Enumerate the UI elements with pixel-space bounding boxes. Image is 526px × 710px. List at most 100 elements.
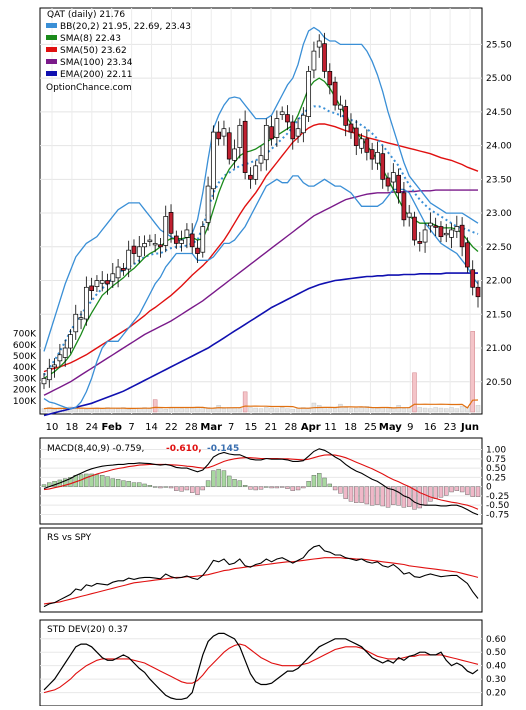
macd-histogram-bar [158,486,163,489]
candle-body [475,286,481,298]
candle-body [46,367,52,381]
macd-histogram-bar [89,473,94,487]
candle-body [68,334,73,349]
candle-body [306,71,311,117]
volume-bar [78,408,84,413]
macd-histogram-bar [189,486,195,493]
candle-body [438,226,444,238]
legend-sma50: SMA(50) 23.62 [60,46,127,56]
macd-label-main: MACD(8,40,9) -0.759, [47,444,144,454]
macd-histogram-bar [168,486,174,489]
macd-histogram-bar [290,486,295,491]
x-tick-label: 18 [344,422,357,433]
volume-bar [264,407,269,413]
candle-body [126,249,132,270]
macd-histogram-bar [359,486,364,503]
price-tick-label: 23.00 [486,209,512,219]
macd-histogram-bar [84,473,89,487]
volume-bar [327,408,333,413]
macd-histogram-bar [343,486,348,499]
legend-swatch-bb [46,23,57,28]
macd-histogram-bar [264,486,269,488]
candle-body [300,114,306,134]
std-tick-label: 0.40 [486,662,506,672]
candle-body [332,81,338,106]
candle-body [364,138,370,153]
candle-body [263,124,269,161]
legend-bb: BB(20,2) 21.95, 22.69, 23.43 [60,22,191,32]
price-panel-frame [39,7,483,415]
candle-body [311,50,317,71]
macd-histogram-bar [62,478,68,487]
macd-histogram-bar [417,486,422,509]
macd-tick-label: 0.75 [486,455,506,465]
macd-label-signal: -0.610, [166,444,202,454]
candle-body [406,212,412,218]
macd-histogram-bar [380,486,385,507]
volume-bar [375,407,380,413]
volume-bar [115,408,121,413]
x-tick-label: 28 [185,422,198,433]
macd-histogram-bar [306,481,311,487]
volume-bar [332,407,338,413]
volume-bar [237,408,243,413]
macd-histogram-bar [195,486,200,495]
macd-histogram-bar [137,482,142,487]
candle-body [168,212,174,234]
volume-bar [126,408,131,413]
candle-body [62,347,68,358]
candle-body [232,148,237,161]
x-tick-label: Apr [301,422,321,433]
candle-body [99,280,105,284]
macd-histogram-bar [274,486,280,489]
bb-upper-line [43,26,479,352]
macd-histogram-bar [301,486,306,489]
candle-body [285,114,290,123]
volume-bar [385,408,391,413]
volume-bar [84,408,89,413]
candle-body [142,243,147,248]
volume-bar [290,408,296,413]
rs-average-line [43,557,479,605]
volume-bar [433,407,438,413]
candle-body [248,174,253,180]
candle-body [94,280,100,287]
candle-body [428,222,433,227]
macd-histogram-bar [338,486,343,494]
x-tick-label: 24 [85,422,98,433]
candle-body [41,378,47,385]
candle-body [290,121,296,140]
volume-bar [147,408,153,413]
candle-body [422,229,428,243]
volume-bar [221,408,227,413]
macd-histogram-bar [449,486,454,493]
macd-histogram-bar [396,486,401,506]
candle-body [110,273,116,282]
volume-bar [174,407,179,413]
macd-histogram-bar [94,474,100,487]
candle-body [253,165,259,180]
price-tick-label: 23.50 [486,175,512,185]
sma100-line [43,189,478,396]
std-label: STD DEV(20) 0.37 [47,625,128,635]
volume-bar [285,408,290,413]
x-tick-label: 7 [128,422,134,433]
macd-tick-label: -0.25 [486,492,509,502]
x-tick-label: 11 [324,422,337,433]
volume-bar [301,407,306,413]
candle-body [449,229,454,238]
volume-bar [369,408,375,413]
candle-body [375,151,380,164]
legend-sma100: SMA(100) 23.34 [60,58,133,68]
macd-histogram-bar [428,486,433,502]
chart-title: QAT (daily) 21.76 [47,10,125,20]
volume-bar [359,407,364,413]
candle-body [136,246,142,257]
candle-body [465,242,470,268]
volume-bar [258,408,264,413]
candle-body [390,172,396,183]
volume-bar [179,408,184,413]
candle-body [348,123,354,133]
macd-tick-label: 0.50 [486,464,506,474]
macd-tick-label: -0.50 [486,501,510,511]
